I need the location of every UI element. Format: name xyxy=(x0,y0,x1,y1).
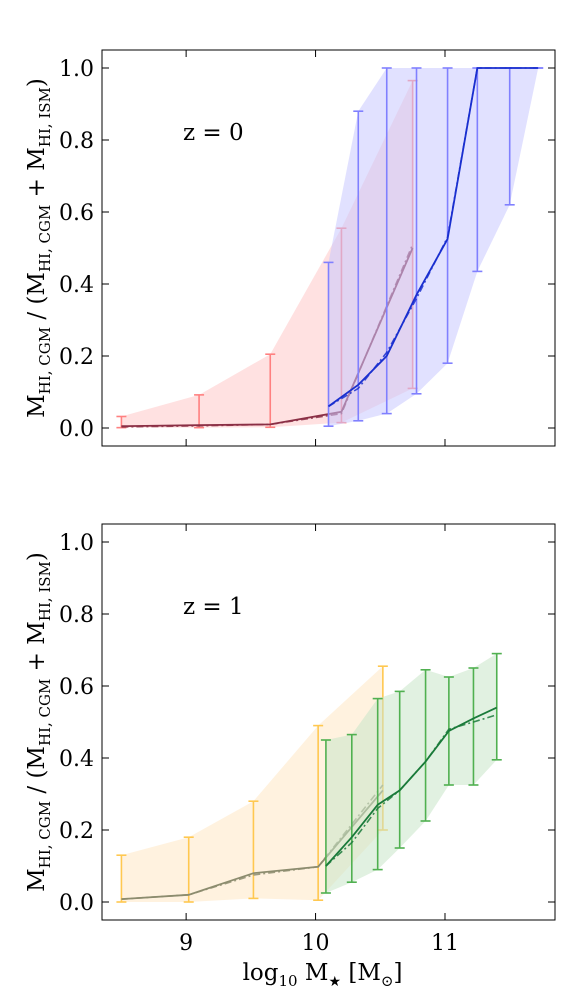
y-axis-label: MHI, CGM / (MHI, CGM + MHI, ISM) xyxy=(24,552,54,892)
line-dashed-series-1 xyxy=(325,714,497,867)
panel-z1: 0.0 0.2 0.4 0.6 0.8 1.0 9 10 11 z = 1 MHI, CGM / (… xyxy=(24,523,556,990)
y-axis-label: MHI, CGM / (MHI, CGM + MHI, ISM) xyxy=(24,78,54,418)
xtick-label: 9 xyxy=(179,931,193,956)
x-axis-label: log10 M★ [M⊙] xyxy=(243,960,403,990)
line-dashed-series-0 xyxy=(121,244,414,428)
ytick-label: 0.8 xyxy=(59,603,94,628)
panel-z0: 0.0 0.2 0.4 0.6 0.8 1.0 z = 0 MHI, CGM / (MHI, … xyxy=(24,49,556,447)
axes-frame xyxy=(101,523,556,921)
ytick-label: 0.2 xyxy=(59,819,94,844)
ytick-label: 0.4 xyxy=(59,747,94,772)
ytick-label: 0.2 xyxy=(59,345,94,370)
plot-area xyxy=(116,652,502,903)
xtick-label: 10 xyxy=(302,931,330,956)
ytick-label: 0.0 xyxy=(59,891,94,916)
band-series-1 xyxy=(328,68,539,427)
ytick-label: 0.4 xyxy=(59,273,94,298)
panel-annotation: z = 1 xyxy=(183,594,244,620)
xtick-label: 11 xyxy=(431,931,459,956)
axes-frame xyxy=(101,49,556,447)
ytick-label: 1.0 xyxy=(59,57,94,82)
line-dashed-series-1 xyxy=(328,67,539,408)
ytick-label: 0.8 xyxy=(59,129,94,154)
ytick-label: 1.0 xyxy=(59,531,94,556)
plot-area xyxy=(116,67,544,429)
ytick-label: 0.6 xyxy=(59,201,94,226)
panel-annotation: z = 0 xyxy=(183,120,244,146)
ytick-label: 0.6 xyxy=(59,675,94,700)
band-series-1 xyxy=(325,653,497,893)
ytick-label: 0.0 xyxy=(59,417,94,442)
